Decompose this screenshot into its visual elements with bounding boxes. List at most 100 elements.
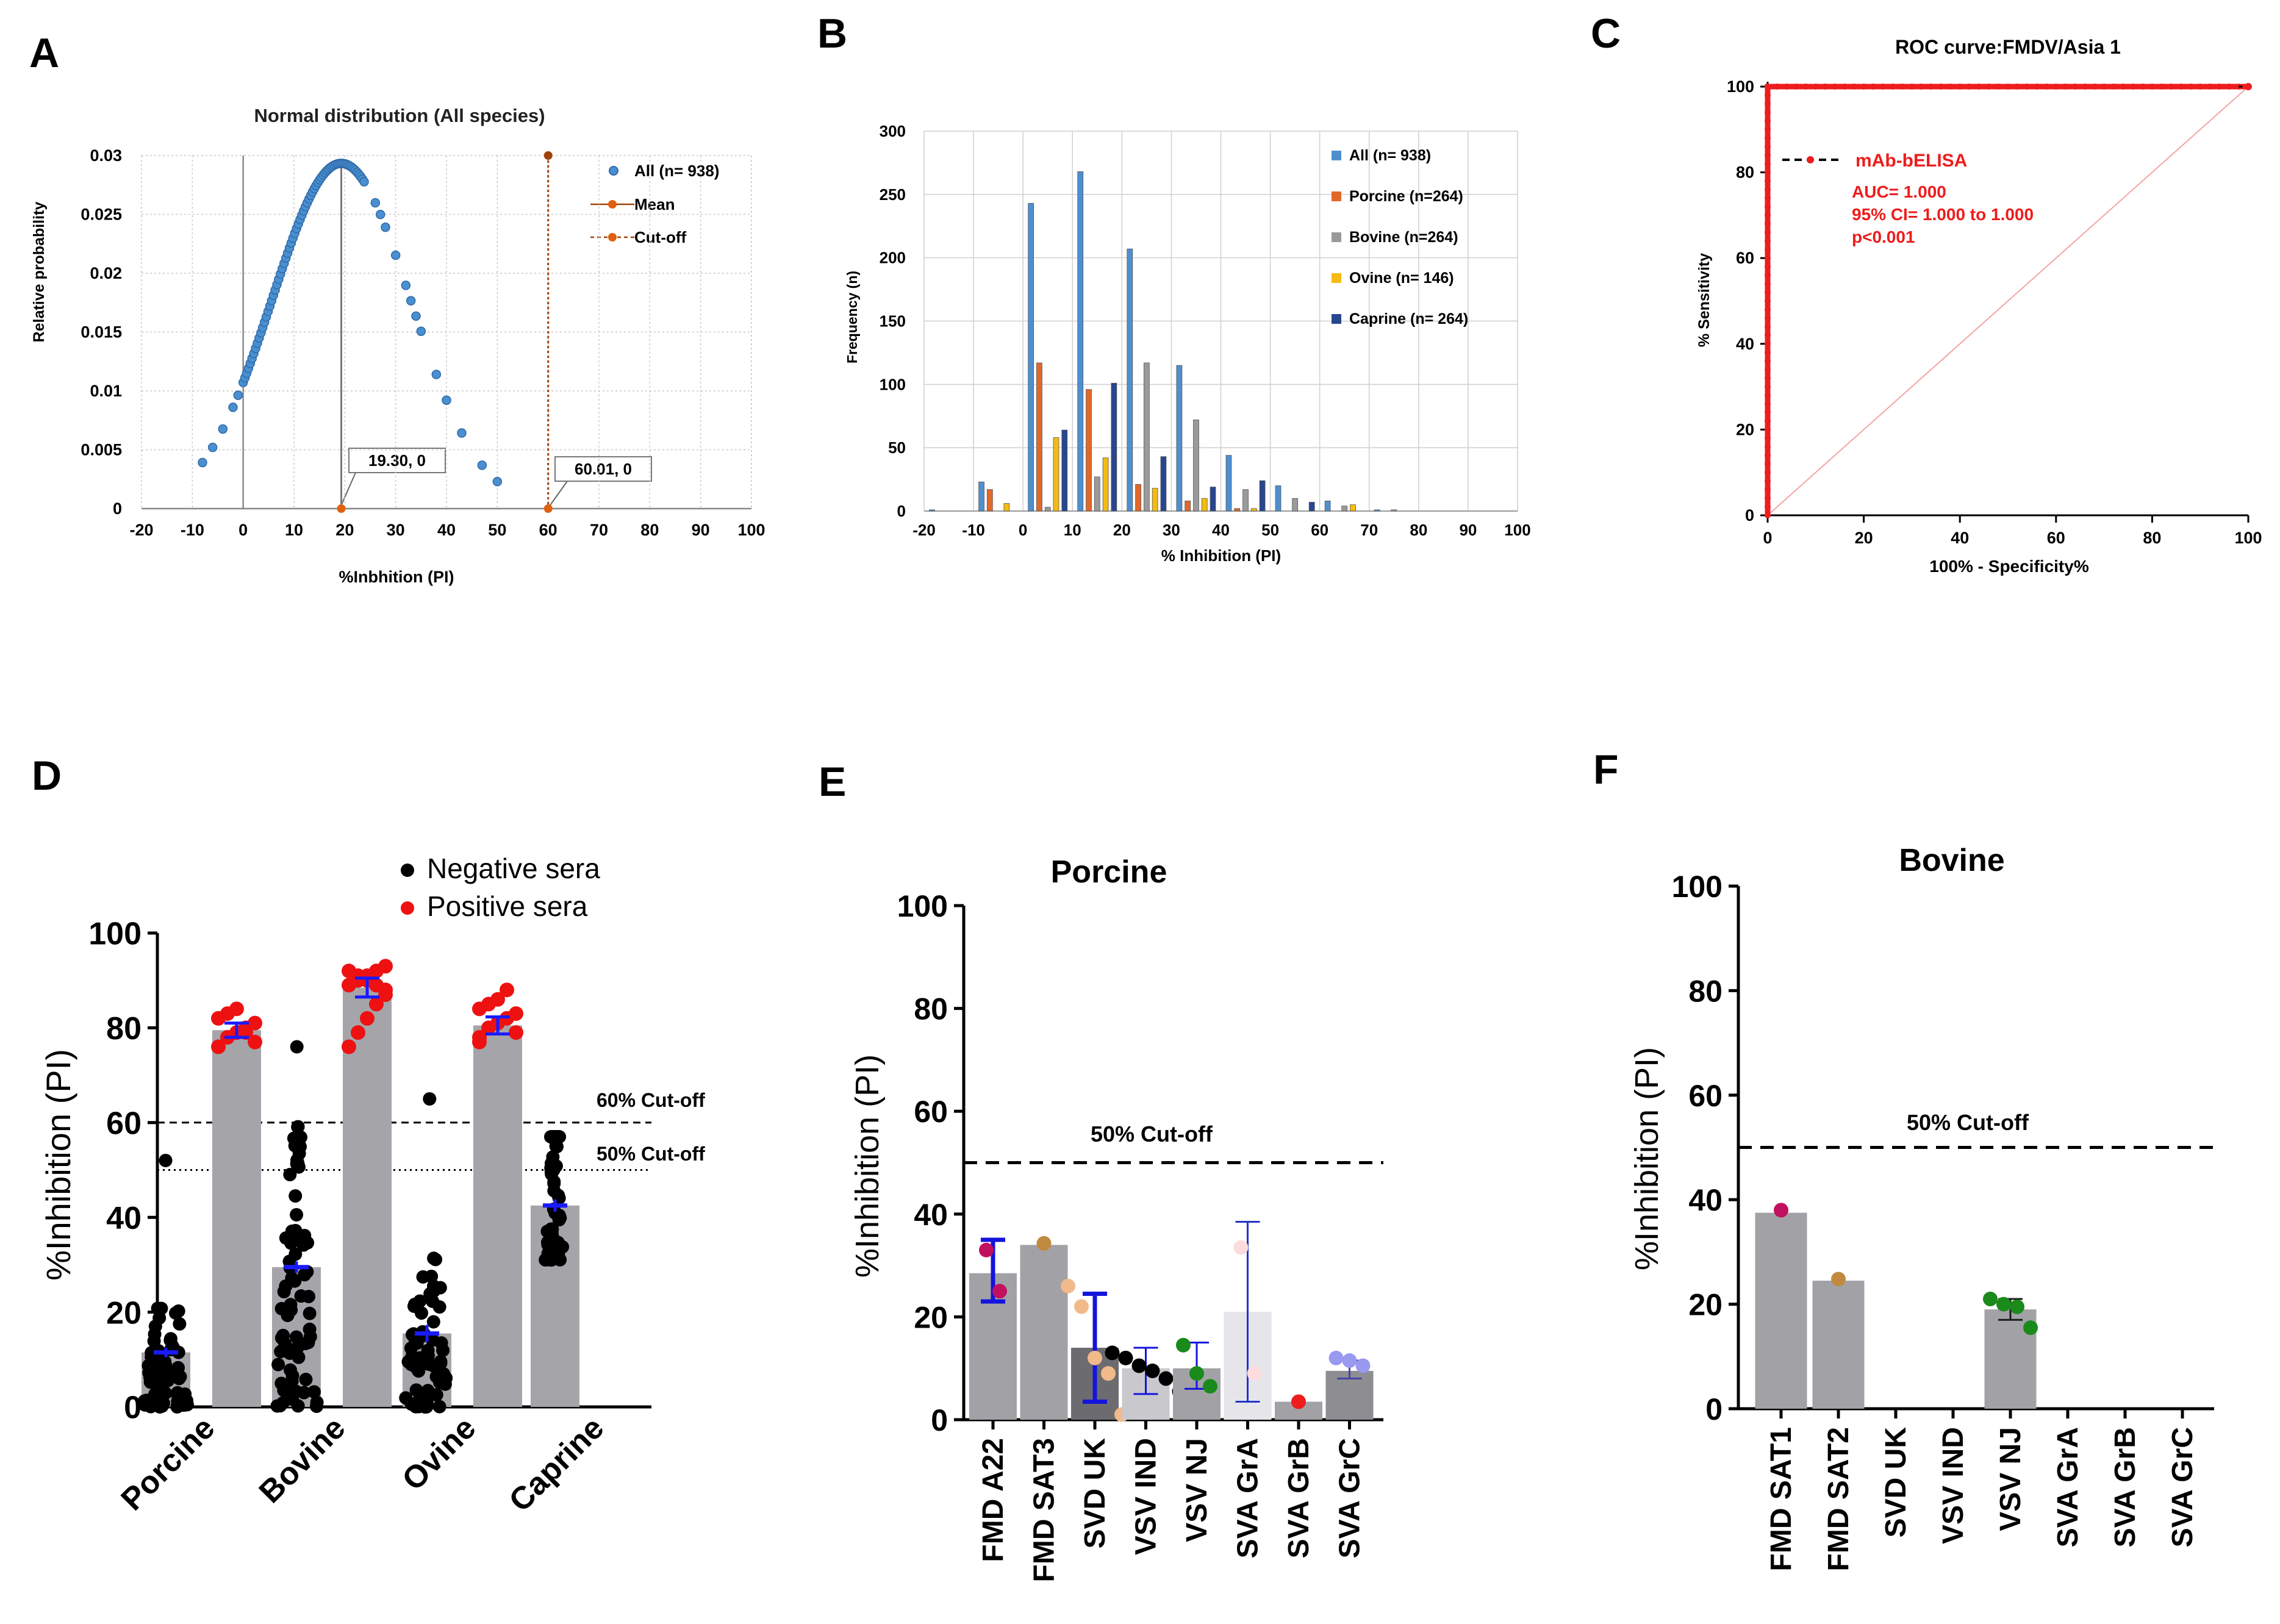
panel-e-category-label: FMD SAT3 [1028, 1438, 1061, 1582]
panel-c-xtick-label: 40 [1951, 529, 1969, 547]
panel-c-roc-point [1765, 340, 1771, 347]
panel-a-legend-all: All (n= 938) [634, 162, 719, 180]
panel-d-point-negative [170, 1400, 184, 1414]
panel-c-roc-point [1995, 84, 2002, 90]
panel-e-cutoff-label: 50% Cut-off [1091, 1121, 1213, 1146]
panel-c-roc-end-point [2245, 83, 2252, 90]
panel-d-point-positive [472, 1034, 487, 1050]
panel-f-ytick-label: 40 [1688, 1183, 1723, 1217]
panel-b-bar [1135, 484, 1141, 512]
panel-b-xtick-label: 100 [1504, 521, 1530, 539]
panel-c-roc-point [2014, 84, 2021, 90]
panel-a-callout-cutoff: 60.01, 0 [575, 460, 632, 478]
panel-d-point-negative [298, 1268, 312, 1282]
panel-a-data-point [406, 296, 416, 306]
panel-f-ytick-label: 0 [1705, 1392, 1723, 1426]
panel-b-bar [986, 489, 993, 512]
panel-b-bar [1324, 500, 1331, 512]
panel-c-roc-point [1765, 409, 1771, 416]
panel-e-data-point [992, 1284, 1007, 1299]
panel-b-ytick-label: 300 [880, 122, 906, 140]
panel-a-cutoff-marker [543, 504, 553, 513]
panel-b-bar [1275, 485, 1282, 512]
panel-e-data-point [1247, 1366, 1262, 1381]
panel-c-roc-point [1765, 375, 1771, 382]
panel-c-roc-point [1793, 84, 1800, 90]
panel-e-bar [1020, 1245, 1068, 1420]
panel-b-bar [1061, 429, 1068, 512]
panel-c-roc-point [1765, 289, 1771, 296]
panel-b-bar [1003, 503, 1010, 512]
panel-a-data-point [198, 457, 207, 468]
panel-e-data-point [1176, 1337, 1191, 1353]
panel-a-xlabel: %Inbhition (PI) [339, 568, 454, 586]
panel-c-roc-point [1765, 418, 1771, 424]
panel-b-xtick-label: 70 [1360, 521, 1378, 539]
panel-a-data-point [359, 177, 369, 187]
panel-d-point-negative [173, 1317, 187, 1331]
panel-f-ytick-label: 80 [1688, 974, 1723, 1008]
panel-c-roc-point [1880, 84, 1887, 90]
panel-f-category-label: VSV IND [1937, 1427, 1970, 1544]
panel-c-roc-point [1765, 435, 1771, 442]
panel-b-ytick-label: 250 [880, 185, 906, 204]
panel-c-roc-point [1909, 84, 1915, 90]
panel-a-data-point [370, 198, 381, 208]
panel-d-category-label: Ovine [395, 1410, 482, 1497]
panel-b-bar [1111, 382, 1117, 512]
panel-d: Negative sera Positive sera %Inhibition … [39, 853, 705, 1518]
panel-d-point-negative [291, 1156, 305, 1170]
panel-d-point-negative [544, 1222, 558, 1236]
panel-d-point-negative [291, 1120, 305, 1134]
panel-c-roc-point [1765, 495, 1771, 501]
panel-d-point-positive [351, 1025, 365, 1040]
panel-b-legend-label: Porcine (n=264) [1349, 188, 1463, 205]
panel-d-bar-positive [212, 1030, 261, 1407]
panel-d-point-negative [156, 1367, 170, 1381]
panel-a-data-point [381, 222, 390, 232]
panel-a-legend-mean: Mean [634, 195, 675, 213]
panel-c-legend: mAb-bELISA [1855, 151, 1967, 171]
panel-d-point-positive [490, 992, 505, 1007]
panel-a-ytick-label: 0.015 [81, 323, 122, 342]
panel-b-xtick-label: 80 [1410, 521, 1427, 539]
panel-d-point-negative [541, 1237, 555, 1251]
panel-d-point-negative [150, 1390, 164, 1404]
panel-c-roc-point [1957, 84, 1963, 90]
panel-c-roc-point [1765, 160, 1771, 167]
panel-d-point-negative [287, 1131, 301, 1145]
panel-c: ROC curve:FMDV/Asia 1 % Sensitivity 100%… [1696, 36, 2262, 576]
panel-c-roc-point [1765, 315, 1771, 321]
panel-b-ytick-label: 100 [880, 375, 906, 393]
panel-d-point-negative [546, 1130, 560, 1144]
panel-d-point-negative [290, 1207, 304, 1222]
panel-d-legend-negative: Negative sera [427, 853, 600, 884]
panel-b-bar [1201, 498, 1208, 512]
panel-c-roc-point [2082, 84, 2088, 90]
panel-d-point-positive [369, 996, 384, 1012]
panel-b-bar [1094, 476, 1100, 512]
panel-e-category-label: FMD A22 [977, 1438, 1009, 1562]
panel-b-legend-swatch [1332, 191, 1341, 201]
panel-d-point-negative [285, 1271, 299, 1285]
panel-d-point-negative [547, 1176, 561, 1190]
panel-d-point-negative [171, 1345, 185, 1359]
panel-c-roc-point [1765, 126, 1771, 133]
panel-a-data-point [492, 476, 503, 487]
panel-d-point-negative [274, 1376, 289, 1390]
panel-c-stat-p: p<0.001 [1852, 227, 1915, 246]
panel-c-xtick-label: 80 [2143, 529, 2161, 547]
panel-e-data-point [1061, 1278, 1075, 1293]
panel-f-data-point [1983, 1292, 1998, 1307]
panel-c-roc-point [1765, 143, 1771, 150]
panel-b-xtick-label: -20 [912, 521, 936, 539]
panel-b-xlabel: % Inhibition (PI) [1161, 546, 1281, 565]
panel-b-bar [1077, 171, 1084, 512]
panel-e-data-point [1291, 1394, 1306, 1409]
panel-e-data-point [1088, 1350, 1102, 1365]
panel-d-point-negative [171, 1361, 185, 1375]
panel-d-point-positive [378, 982, 393, 998]
panel-c-roc-point [1966, 84, 1973, 90]
panel-e-ytick-label: 80 [914, 992, 948, 1026]
panel-d-point-negative [307, 1385, 321, 1399]
